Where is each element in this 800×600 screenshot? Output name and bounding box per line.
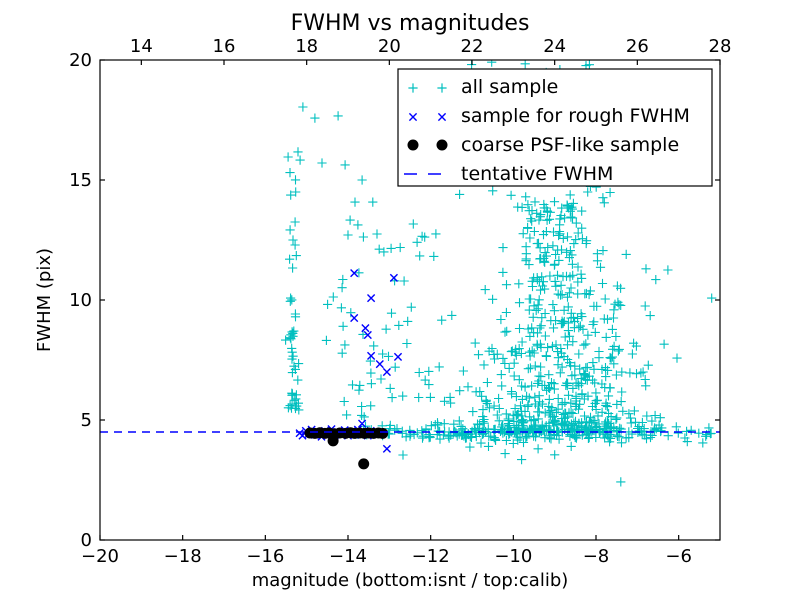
legend-entry-all-sample: all sample — [408, 76, 558, 98]
tick-label: 0 — [81, 530, 92, 551]
tick-label: −8 — [583, 546, 610, 567]
tick-label: −20 — [81, 546, 119, 567]
plus-marker-icon — [408, 83, 447, 93]
tick-label: 26 — [626, 36, 649, 57]
tick-label: 18 — [295, 36, 318, 57]
series-psf-like — [304, 427, 389, 470]
axis-ticks — [99, 59, 721, 541]
axis-tick-labels: −20 −18 −16 −14 −12 −10 −8 −6 14 16 18 20 22 24 26 28 0 5… — [69, 36, 731, 567]
tick-label: 10 — [69, 290, 92, 311]
dot-marker-icon — [436, 139, 448, 151]
tick-label: 14 — [130, 36, 153, 57]
tick-label: 20 — [69, 50, 92, 71]
tick-label: 28 — [709, 36, 732, 57]
tick-label: −10 — [494, 546, 532, 567]
y-axis-label: FWHM (pix) — [34, 248, 55, 352]
tick-label: −18 — [164, 546, 202, 567]
x-marker-icon — [408, 112, 447, 122]
tick-label: 5 — [81, 410, 92, 431]
plot-area — [100, 60, 720, 487]
tick-label: −6 — [665, 546, 692, 567]
dot-marker-icon — [407, 139, 419, 151]
legend: all sample sample for rough FWHM coarse … — [397, 68, 713, 187]
tick-label: 24 — [543, 36, 566, 57]
legend-entry-tentative-fwhm: tentative FWHM — [404, 163, 613, 185]
legend-box — [397, 68, 713, 187]
tick-label: −16 — [246, 546, 284, 567]
tick-label: 20 — [378, 36, 401, 57]
x-axis-label: magnitude (bottom:isnt / top:calib) — [252, 570, 569, 591]
legend-entry-rough-fwhm: sample for rough FWHM — [408, 105, 690, 127]
legend-label: sample for rough FWHM — [461, 105, 690, 127]
legend-label: tentative FWHM — [461, 163, 613, 185]
tick-label: 16 — [213, 36, 236, 57]
legend-entry-psf-like: coarse PSF-like sample — [407, 134, 679, 156]
tick-label: 22 — [461, 36, 484, 57]
tick-label: −14 — [329, 546, 367, 567]
legend-label: all sample — [461, 76, 558, 98]
tick-label: 15 — [69, 170, 92, 191]
chart-title: FWHM vs magnitudes — [291, 11, 530, 36]
legend-label: coarse PSF-like sample — [461, 134, 679, 156]
tick-label: −12 — [412, 546, 450, 567]
